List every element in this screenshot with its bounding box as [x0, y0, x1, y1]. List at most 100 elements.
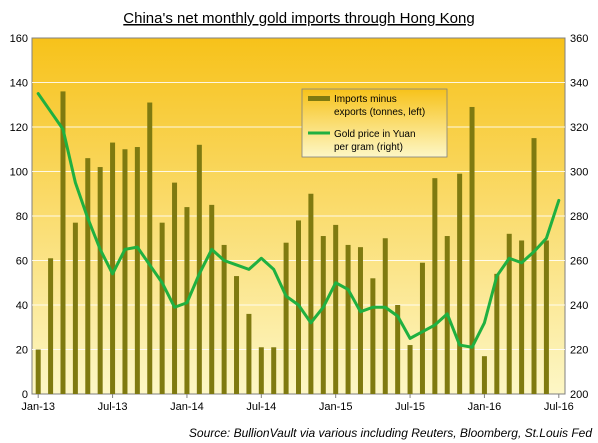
line-point-Jun-16: [545, 237, 548, 240]
legend-line-label-2: per gram (right): [334, 142, 403, 153]
x-tick-label: Jan-15: [319, 401, 353, 413]
x-tick-label: Jan-16: [468, 401, 502, 413]
line-point-May-13: [86, 217, 89, 220]
line-point-Dec-14: [322, 306, 325, 309]
left-tick-label: 80: [16, 211, 28, 223]
line-point-Feb-15: [346, 288, 350, 291]
bar-Jan-15: [333, 224, 339, 394]
bar-Jul-14: [258, 347, 264, 394]
line-point-Sep-13: [136, 245, 139, 249]
right-tick-label: 280: [570, 211, 588, 223]
bar-Mar-14: [209, 204, 215, 394]
x-tick-label: Jul-13: [98, 401, 128, 413]
line-point-Jan-16: [483, 321, 486, 324]
bar-Nov-14: [308, 193, 314, 394]
right-tick-label: 320: [570, 122, 588, 134]
line-point-Oct-14: [297, 303, 300, 307]
bar-Nov-13: [159, 222, 165, 394]
line-point-Nov-15: [458, 343, 461, 347]
left-tick-label: 160: [10, 33, 28, 45]
bar-Dec-13: [172, 182, 178, 394]
line-point-Apr-13: [74, 181, 77, 184]
bar-Feb-14: [196, 144, 202, 394]
bar-May-13: [85, 158, 91, 394]
line-point-Jan-15: [334, 281, 337, 284]
legend-bar-label-2: exports (tonnes, left): [334, 107, 425, 118]
x-tick-label: Jan-14: [170, 401, 204, 413]
line-point-Mar-15: [359, 310, 362, 313]
left-tick-label: 60: [16, 256, 28, 268]
bar-Jun-15: [395, 305, 401, 394]
bar-Jun-16: [543, 240, 549, 394]
legend: Imports minus exports (tonnes, left) Gol…: [301, 88, 448, 158]
line-point-Jun-13: [98, 248, 102, 251]
line-point-Jun-14: [247, 268, 251, 271]
bar-Jul-13: [110, 142, 116, 394]
left-axis: 0 20 40 60 80 100 120 140 160: [10, 33, 28, 401]
bar-Nov-15: [457, 173, 463, 394]
right-axis: 200 220 240 260 280 300 320 340 360: [570, 33, 588, 401]
bar-Feb-15: [345, 244, 351, 394]
chart-title: China's net monthly gold imports through…: [123, 10, 474, 27]
bar-May-16: [531, 138, 537, 394]
legend-bar-label-1: Imports minus: [334, 94, 397, 105]
x-tick-label: Jul-16: [544, 401, 574, 413]
legend-bar-swatch: [308, 96, 330, 101]
line-point-Jul-15: [408, 337, 412, 340]
bar-Apr-13: [72, 222, 78, 394]
bar-May-15: [382, 238, 388, 394]
line-point-Jul-13: [111, 272, 114, 276]
line-point-Sep-14: [284, 294, 288, 298]
bar-Mar-15: [357, 247, 363, 394]
x-axis: Jan-13 Jul-13 Jan-14 Jul-14 Jan-15 Jul-15 Jan-…: [21, 394, 574, 413]
left-tick-label: 0: [22, 389, 28, 401]
bar-Feb-13: [48, 258, 54, 394]
bar-Feb-16: [494, 273, 500, 394]
bar-Sep-14: [283, 242, 289, 394]
bar-Apr-16: [519, 240, 525, 394]
line-point-Feb-13: [49, 110, 52, 113]
bar-Apr-14: [221, 244, 227, 394]
right-tick-label: 360: [570, 33, 588, 45]
line-point-Jun-15: [396, 314, 399, 318]
line-point-Mar-16: [508, 257, 511, 260]
bar-Jan-13: [35, 349, 41, 394]
bar-Dec-14: [320, 236, 326, 394]
line-point-May-14: [235, 263, 238, 267]
bar-Aug-15: [419, 262, 425, 394]
line-point-Jul-16: [557, 199, 561, 202]
line-point-Mar-14: [210, 248, 213, 251]
line-point-Sep-15: [433, 323, 437, 327]
bar-Jan-16: [481, 356, 487, 394]
bar-Oct-13: [147, 102, 153, 395]
source-note: Source: BullionVault via various includi…: [189, 426, 592, 440]
line-series: [36, 92, 561, 349]
line-point-Jul-14: [260, 257, 263, 260]
line-point-Oct-15: [446, 312, 449, 316]
line-point-Oct-13: [148, 263, 151, 267]
line-point-Nov-14: [309, 321, 313, 324]
line-point-Aug-13: [123, 248, 127, 251]
line-point-Dec-13: [173, 306, 176, 309]
right-tick-label: 260: [570, 256, 588, 268]
left-tick-label: 40: [16, 300, 28, 312]
bar-Jul-15: [407, 345, 413, 394]
bar-Sep-13: [134, 147, 140, 394]
grid: [32, 82, 565, 350]
right-tick-label: 340: [570, 78, 588, 90]
bar-Jun-13: [97, 167, 103, 394]
line-point-Jan-13: [36, 92, 40, 95]
left-tick-label: 120: [10, 122, 28, 134]
bar-series: [35, 91, 549, 395]
line-point-May-15: [384, 306, 387, 309]
right-tick-label: 220: [570, 345, 588, 357]
line-point-Apr-15: [371, 306, 375, 309]
line-point-Feb-14: [198, 272, 201, 276]
line-point-Dec-15: [470, 346, 474, 349]
bar-May-14: [234, 276, 240, 394]
bar-Mar-13: [60, 91, 66, 395]
left-tick-label: 20: [16, 345, 28, 357]
bar-Sep-15: [432, 178, 438, 394]
line-point-May-16: [532, 250, 536, 253]
